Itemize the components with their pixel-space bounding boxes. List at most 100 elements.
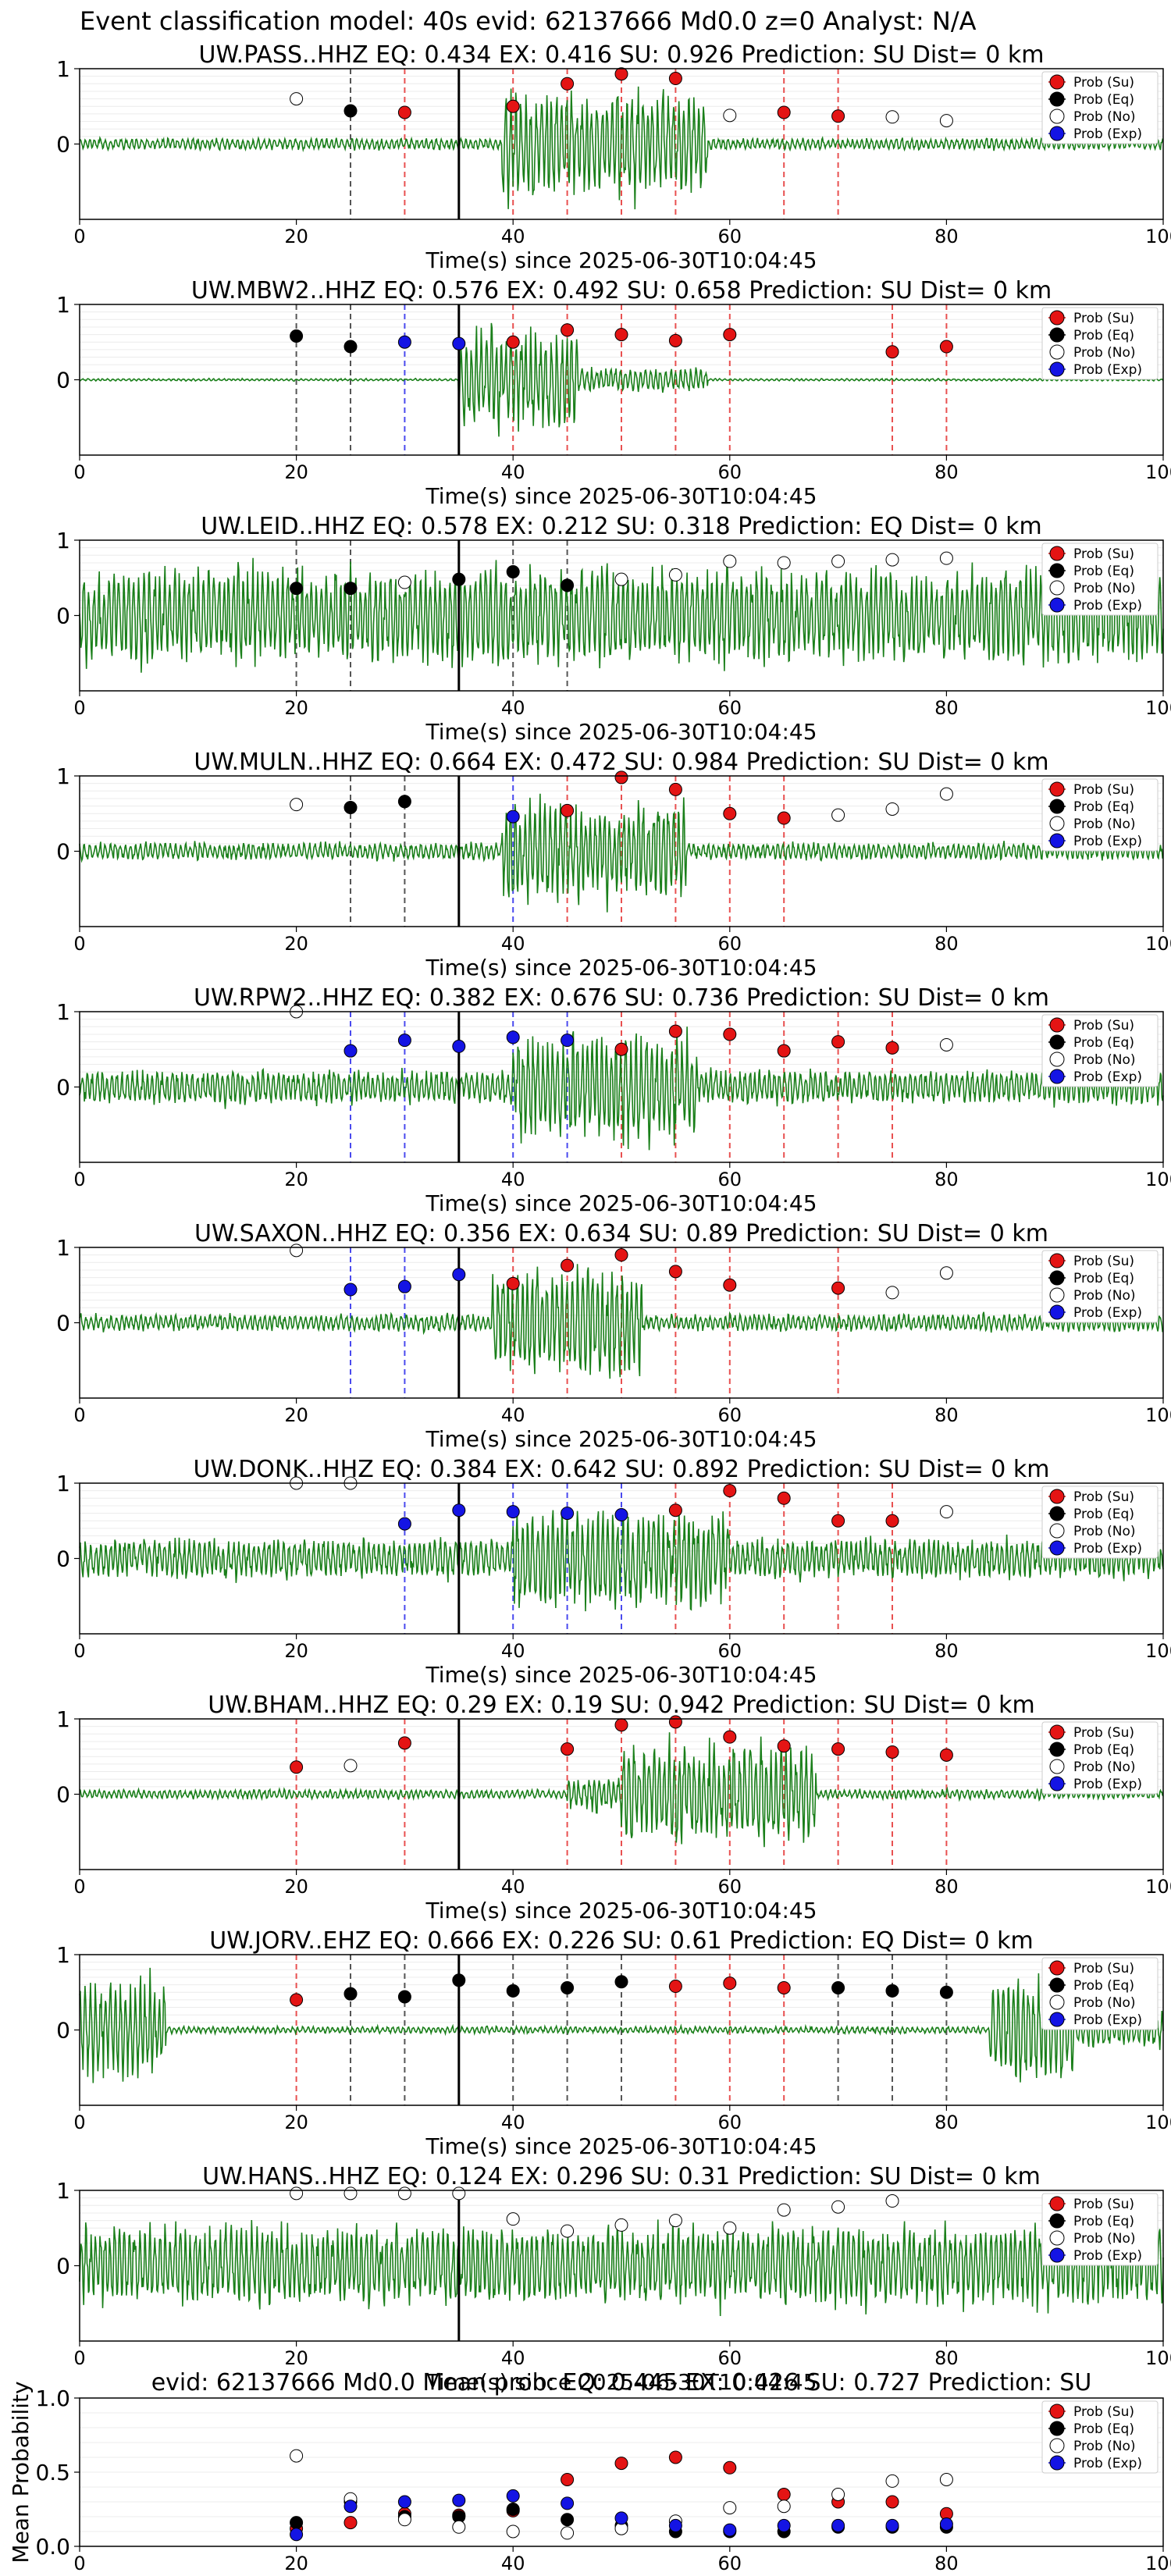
- mean-point-no: [831, 2488, 845, 2501]
- legend-label-exp: Prob (Exp): [1073, 598, 1142, 614]
- x-tick-label: 40: [501, 2553, 525, 2574]
- waveform-panel: UW.JORV..EHZ EQ: 0.666 EX: 0.226 SU: 0.6…: [56, 1927, 1171, 2159]
- prob-point-su: [614, 328, 628, 342]
- panels: UW.PASS..HHZ EQ: 0.434 EX: 0.416 SU: 0.9…: [8, 41, 1171, 2574]
- legend-label-su: Prob (Su): [1073, 782, 1134, 798]
- waveform-panel: UW.LEID..HHZ EQ: 0.578 EX: 0.212 SU: 0.3…: [56, 513, 1171, 745]
- prob-point-no: [290, 1244, 304, 1258]
- prob-point-su: [668, 1024, 682, 1038]
- legend-label-eq: Prob (Eq): [1073, 2421, 1134, 2437]
- mean-point-exp: [290, 2528, 304, 2542]
- prob-point-no: [290, 92, 304, 106]
- panel-title: UW.SAXON..HHZ EQ: 0.356 EX: 0.634 SU: 0.…: [194, 1220, 1048, 1247]
- figure-suptitle: Event classification model: 40s evid: 62…: [80, 6, 977, 36]
- x-axis-label: Time(s) since 2025-06-30T10:04:45: [425, 1662, 817, 1688]
- prob-point-no: [777, 556, 791, 570]
- legend-box: [1041, 1250, 1159, 1323]
- legend-marker-exp: [1049, 2012, 1065, 2027]
- prob-point-su: [723, 1484, 737, 1498]
- y-tick-label: 0: [56, 2254, 70, 2279]
- prob-point-no: [343, 2186, 358, 2201]
- legend-label-no: Prob (No): [1073, 817, 1136, 832]
- x-tick-label: 20: [284, 461, 308, 483]
- legend-label-su: Prob (Su): [1073, 1254, 1134, 1269]
- prob-point-su: [723, 1278, 737, 1292]
- mean-point-exp: [668, 2518, 682, 2532]
- x-tick-label: 100: [1145, 1169, 1171, 1190]
- x-tick-label: 60: [718, 1876, 742, 1898]
- prob-point-exp: [397, 335, 411, 349]
- x-tick-label: 80: [934, 461, 959, 483]
- prob-point-su: [614, 770, 628, 785]
- x-tick-label: 0: [73, 2553, 85, 2574]
- mean-point-exp: [777, 2518, 791, 2532]
- legend-label-eq: Prob (Eq): [1073, 1978, 1134, 1994]
- prob-point-exp: [561, 1507, 575, 1521]
- prob-point-no: [397, 2186, 411, 2201]
- prob-point-su: [777, 1739, 791, 1753]
- legend-label-no: Prob (No): [1073, 1288, 1136, 1304]
- legend-marker-no: [1049, 2230, 1065, 2246]
- legend-label-exp: Prob (Exp): [1073, 2456, 1142, 2471]
- x-tick-label: 100: [1145, 2553, 1171, 2574]
- legend-label-su: Prob (Su): [1073, 1961, 1134, 1976]
- x-axis-label: Time(s) since 2025-06-30T10:04:45: [425, 2133, 817, 2159]
- legend-marker-exp: [1049, 126, 1065, 141]
- x-tick-label: 40: [501, 1876, 525, 1898]
- legend-marker-eq: [1049, 799, 1065, 814]
- prob-point-exp: [506, 1505, 520, 1519]
- legend-marker-exp: [1049, 1776, 1065, 1791]
- y-tick-label: 1: [56, 1235, 70, 1261]
- prob-point-exp: [506, 809, 520, 824]
- prob-point-no: [452, 2186, 466, 2201]
- waveform-trace: [79, 793, 1164, 913]
- x-tick-label: 0: [73, 1404, 85, 1426]
- mean-point-eq: [506, 2503, 520, 2516]
- legend-marker-exp: [1049, 2247, 1065, 2263]
- x-tick-label: 60: [718, 1640, 742, 1662]
- legend-box: [1041, 2400, 1159, 2474]
- x-tick-label: 40: [501, 461, 525, 483]
- panel-title: UW.PASS..HHZ EQ: 0.434 EX: 0.416 SU: 0.9…: [199, 41, 1045, 69]
- mean-point-exp: [885, 2518, 899, 2532]
- panel-title: UW.DONK..HHZ EQ: 0.384 EX: 0.642 SU: 0.8…: [193, 1456, 1049, 1483]
- legend-label-no: Prob (No): [1073, 1995, 1136, 2011]
- x-tick-label: 40: [501, 226, 525, 247]
- waveform-trace: [79, 322, 1164, 437]
- legend-marker-exp: [1049, 1540, 1065, 1556]
- y-tick-label: 0: [56, 368, 70, 393]
- prob-point-no: [885, 802, 899, 816]
- prob-point-no: [939, 551, 953, 565]
- prob-point-eq: [885, 1984, 899, 1998]
- legend-marker-exp: [1049, 1304, 1065, 1320]
- x-tick-label: 60: [718, 933, 742, 955]
- x-tick-label: 0: [73, 2112, 85, 2133]
- prob-point-su: [831, 1742, 845, 1756]
- prob-point-su: [831, 109, 845, 123]
- y-tick-label: 0: [56, 1546, 70, 1572]
- waveform-trace: [79, 1510, 1164, 1612]
- prob-point-no: [885, 1286, 899, 1300]
- waveform-trace: [79, 1264, 1164, 1379]
- legend-label-exp: Prob (Exp): [1073, 1069, 1142, 1085]
- x-axis-label: Time(s) since 2025-06-30T10:04:45: [425, 1898, 817, 1923]
- legend-marker-su: [1049, 781, 1065, 797]
- legend-box: [1041, 1485, 1159, 1559]
- legend-label-no: Prob (No): [1073, 1524, 1136, 1539]
- legend-marker-eq: [1049, 563, 1065, 578]
- legend-label-su: Prob (Su): [1073, 1725, 1134, 1741]
- y-tick-label: 0.5: [35, 2460, 70, 2485]
- prob-point-exp: [397, 1279, 411, 1293]
- legend-marker-eq: [1049, 1977, 1065, 1993]
- legend-marker-no: [1049, 1287, 1065, 1303]
- prob-point-su: [561, 1258, 575, 1272]
- x-tick-label: 80: [934, 1404, 959, 1426]
- prob-point-su: [723, 328, 737, 342]
- legend-label-eq: Prob (Eq): [1073, 799, 1134, 815]
- legend-label-eq: Prob (Eq): [1073, 1035, 1134, 1051]
- x-tick-label: 40: [501, 1640, 525, 1662]
- legend-label-exp: Prob (Exp): [1073, 2012, 1142, 2028]
- y-tick-label: 0: [56, 2018, 70, 2044]
- legend-label-eq: Prob (Eq): [1073, 1742, 1134, 1758]
- legend-box: [1041, 307, 1159, 380]
